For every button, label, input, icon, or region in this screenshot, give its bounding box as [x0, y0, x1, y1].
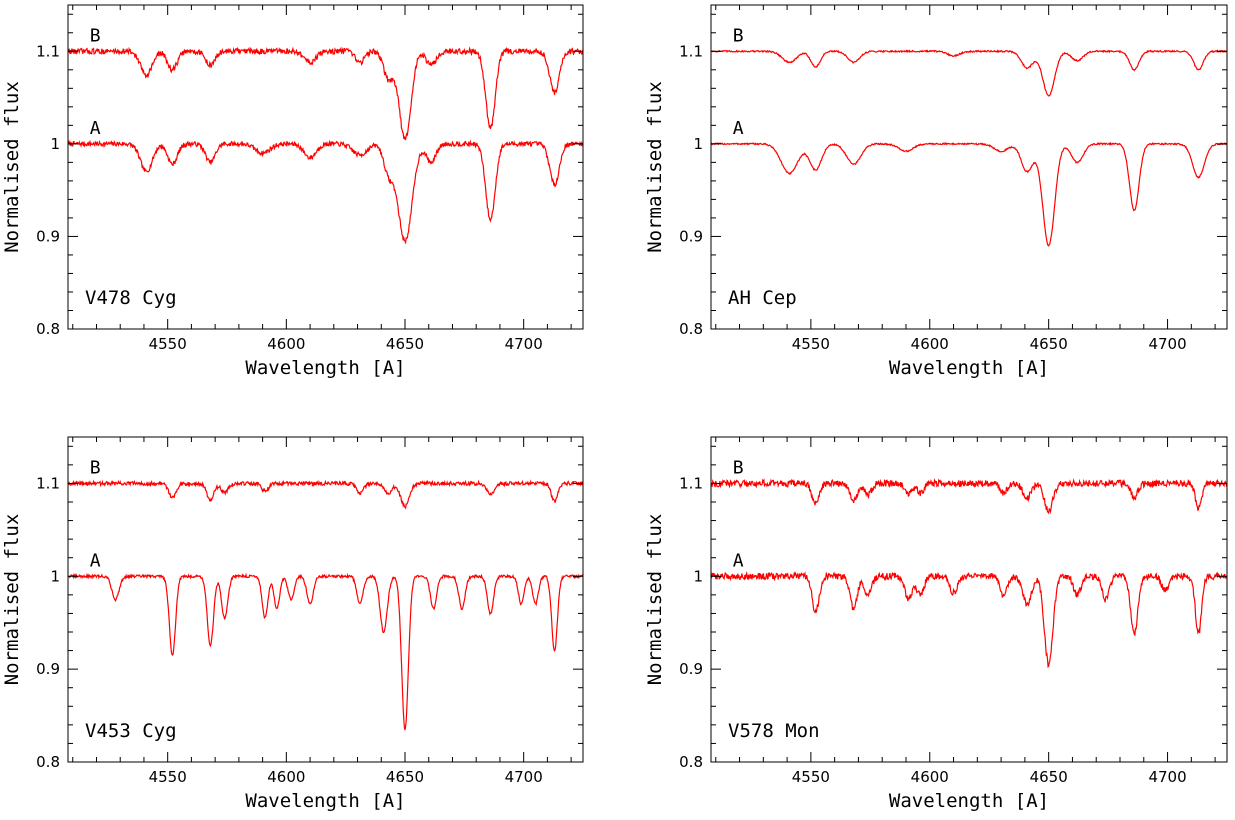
x-tick-label: 4650	[386, 768, 424, 786]
x-tick-label: 4700	[1148, 768, 1186, 786]
axes-frame	[67, 4, 584, 330]
x-tick-label: 4600	[911, 768, 949, 786]
spectrum-line-a	[710, 570, 1228, 669]
spectrum-line-a	[67, 139, 584, 245]
y-tick-label: 1	[50, 135, 60, 153]
spectrum-line-a	[710, 141, 1228, 247]
panel-2: A B 4550 4600 4650 4700 0.8 0.9 1 1.1 Wavelength […	[644, 4, 1228, 379]
x-tick-label: 4700	[505, 335, 543, 353]
x-tick-label: 4650	[386, 335, 424, 353]
y-tick-label: 0.9	[36, 660, 60, 678]
x-tick-label: 4550	[149, 768, 187, 786]
y-tick-label: 0.8	[36, 320, 60, 338]
panel-3: A B 4550 4600 4650 4700 0.8 0.9 1 1.1 Wavelength […	[1, 436, 584, 812]
star-name-label: V478 Cyg	[85, 287, 177, 309]
x-tick-label: 4600	[911, 335, 949, 353]
x-tick-label: 4650	[1030, 768, 1068, 786]
y-tick-label: 0.9	[679, 660, 703, 678]
x-tick-label: 4550	[792, 768, 830, 786]
x-tick-label: 4700	[1148, 335, 1186, 353]
series-label-b: B	[90, 25, 101, 46]
spectrum-line-b	[710, 477, 1228, 515]
x-tick-label: 4600	[267, 768, 305, 786]
y-tick-label: 1.1	[36, 42, 60, 60]
y-tick-label: 0.8	[36, 753, 60, 771]
x-tick-label: 4600	[267, 335, 305, 353]
x-axis-title: Wavelength [A]	[889, 357, 1049, 379]
star-name-label: V578 Mon	[728, 720, 820, 742]
panel-4: A B 4550 4600 4650 4700 0.8 0.9 1 1.1 Wavelength […	[644, 436, 1228, 812]
y-tick-label: 1	[50, 567, 60, 585]
spectrum-line-b	[67, 46, 584, 141]
y-axis-title: Normalised flux	[1, 81, 23, 253]
axes-frame	[710, 436, 1228, 763]
axes-frame	[710, 4, 1228, 330]
x-tick-label: 4700	[505, 768, 543, 786]
y-axis-title: Normalised flux	[1, 514, 23, 686]
y-tick-label: 0.9	[36, 227, 60, 245]
series-label-a: A	[733, 550, 744, 571]
series-label-a: A	[733, 118, 744, 139]
y-tick-label: 1.1	[36, 474, 60, 492]
series-label-b: B	[90, 457, 101, 478]
x-tick-label: 4550	[149, 335, 187, 353]
y-tick-label: 1	[693, 135, 703, 153]
y-tick-label: 0.8	[679, 753, 703, 771]
series-label-b: B	[733, 457, 744, 478]
series-label-a: A	[90, 550, 101, 571]
y-tick-label: 0.8	[679, 320, 703, 338]
y-tick-label: 1	[693, 567, 703, 585]
x-tick-label: 4550	[792, 335, 830, 353]
x-axis-title: Wavelength [A]	[245, 357, 405, 379]
series-label-a: A	[90, 118, 101, 139]
series-label-b: B	[733, 25, 744, 46]
spectrum-line-b	[710, 49, 1228, 97]
panel-1: A B 4550 4600 4650 4700 0.8 0.9 1 1.1 Wavelength […	[1, 4, 584, 379]
spectrum-line-b	[67, 479, 584, 510]
y-tick-label: 1.1	[679, 42, 703, 60]
y-tick-label: 1.1	[679, 474, 703, 492]
x-axis-title: Wavelength [A]	[889, 790, 1049, 812]
star-name-label: AH Cep	[728, 287, 797, 309]
y-tick-label: 0.9	[679, 227, 703, 245]
star-name-label: V453 Cyg	[85, 720, 177, 742]
y-axis-title: Normalised flux	[644, 514, 666, 686]
axes-frame	[67, 436, 584, 763]
y-axis-title: Normalised flux	[644, 81, 666, 253]
x-tick-label: 4650	[1030, 335, 1068, 353]
spectrum-line-a	[67, 572, 584, 731]
x-axis-title: Wavelength [A]	[245, 790, 405, 812]
